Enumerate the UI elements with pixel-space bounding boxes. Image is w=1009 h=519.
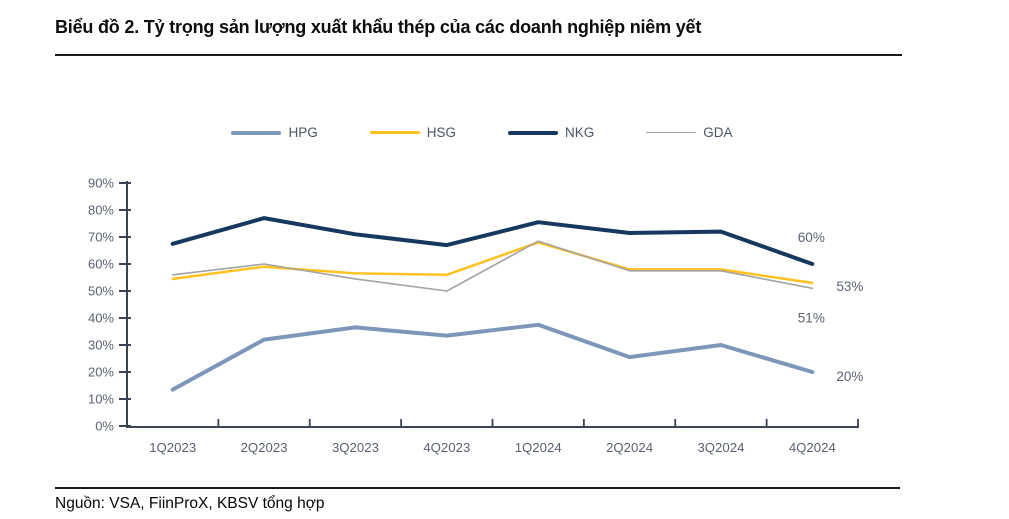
title-underline: [55, 54, 902, 56]
y-tick-label: 30%: [88, 338, 114, 353]
x-axis-label: 4Q2023: [423, 440, 470, 455]
y-tick-label: 80%: [88, 203, 114, 218]
y-tick-label: 20%: [88, 365, 114, 380]
legend-item-hpg: HPG: [231, 125, 318, 140]
x-axis-label: 3Q2024: [697, 440, 744, 455]
chart-title: Biểu đồ 2. Tỷ trọng sản lượng xuất khẩu …: [55, 17, 702, 37]
x-axis-label: 2Q2024: [606, 440, 653, 455]
x-axis-label: 4Q2024: [789, 440, 836, 455]
legend-label-gda: GDA: [703, 125, 733, 140]
legend-item-nkg: NKG: [508, 125, 594, 140]
y-tick-label: 70%: [88, 230, 114, 245]
x-axis-label: 2Q2023: [241, 440, 288, 455]
end-label-hsg: 53%: [836, 279, 863, 294]
x-axis-label: 3Q2023: [332, 440, 379, 455]
legend-item-gda: GDA: [646, 125, 733, 140]
legend-swatch-nkg: [508, 130, 558, 135]
legend-swatch-hsg: [369, 131, 420, 134]
source-separator: [55, 487, 900, 489]
y-tick-label: 60%: [88, 257, 114, 272]
series-line-nkg: [170, 216, 815, 266]
y-tick-label: 40%: [88, 311, 114, 326]
legend-swatch-hpg: [231, 130, 282, 135]
x-axis-label: 1Q2023: [149, 440, 196, 455]
legend-label-nkg: NKG: [565, 125, 595, 140]
y-tick-label: 50%: [88, 284, 114, 299]
legend-swatch-gda: [646, 131, 697, 134]
legend: HPG HSG NKG GDA: [0, 125, 964, 140]
end-label-hpg: 20%: [836, 369, 863, 384]
end-label-nkg: 60%: [798, 230, 825, 245]
series-line-hpg: [170, 322, 815, 392]
legend-item-hsg: HSG: [369, 125, 456, 140]
y-tick-label: 0%: [95, 419, 114, 434]
y-tick-label: 90%: [88, 176, 114, 191]
source-note: Nguồn: VSA, FiinProX, KBSV tổng hợp: [55, 495, 325, 512]
legend-label-hpg: HPG: [288, 125, 318, 140]
series-line-gda: [171, 240, 814, 292]
x-axis-label: 1Q2024: [515, 440, 562, 455]
end-label-gda: 51%: [798, 310, 825, 325]
y-tick-label: 10%: [88, 392, 114, 407]
legend-label-hsg: HSG: [426, 125, 456, 140]
series-line-hsg: [171, 241, 814, 285]
